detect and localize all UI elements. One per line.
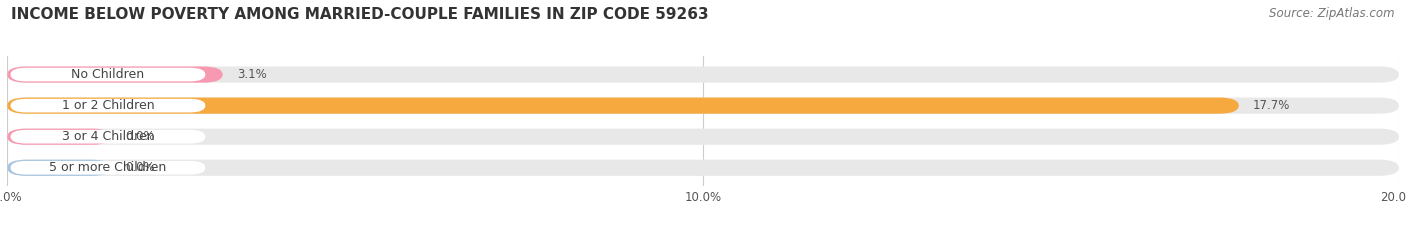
FancyBboxPatch shape [10, 68, 205, 81]
Text: 17.7%: 17.7% [1253, 99, 1291, 112]
Text: 3.1%: 3.1% [236, 68, 267, 81]
FancyBboxPatch shape [7, 160, 111, 176]
Text: 1 or 2 Children: 1 or 2 Children [62, 99, 155, 112]
Text: No Children: No Children [72, 68, 145, 81]
FancyBboxPatch shape [7, 129, 111, 145]
FancyBboxPatch shape [7, 129, 1399, 145]
FancyBboxPatch shape [7, 66, 1399, 83]
Text: 0.0%: 0.0% [125, 161, 155, 174]
FancyBboxPatch shape [10, 130, 205, 144]
Text: Source: ZipAtlas.com: Source: ZipAtlas.com [1270, 7, 1395, 20]
FancyBboxPatch shape [7, 98, 1399, 114]
Text: 0.0%: 0.0% [125, 130, 155, 143]
Text: 3 or 4 Children: 3 or 4 Children [62, 130, 155, 143]
Text: 5 or more Children: 5 or more Children [49, 161, 166, 174]
FancyBboxPatch shape [10, 161, 205, 175]
FancyBboxPatch shape [7, 66, 222, 83]
Text: INCOME BELOW POVERTY AMONG MARRIED-COUPLE FAMILIES IN ZIP CODE 59263: INCOME BELOW POVERTY AMONG MARRIED-COUPL… [11, 7, 709, 22]
FancyBboxPatch shape [7, 160, 1399, 176]
FancyBboxPatch shape [10, 99, 205, 113]
FancyBboxPatch shape [7, 98, 1239, 114]
